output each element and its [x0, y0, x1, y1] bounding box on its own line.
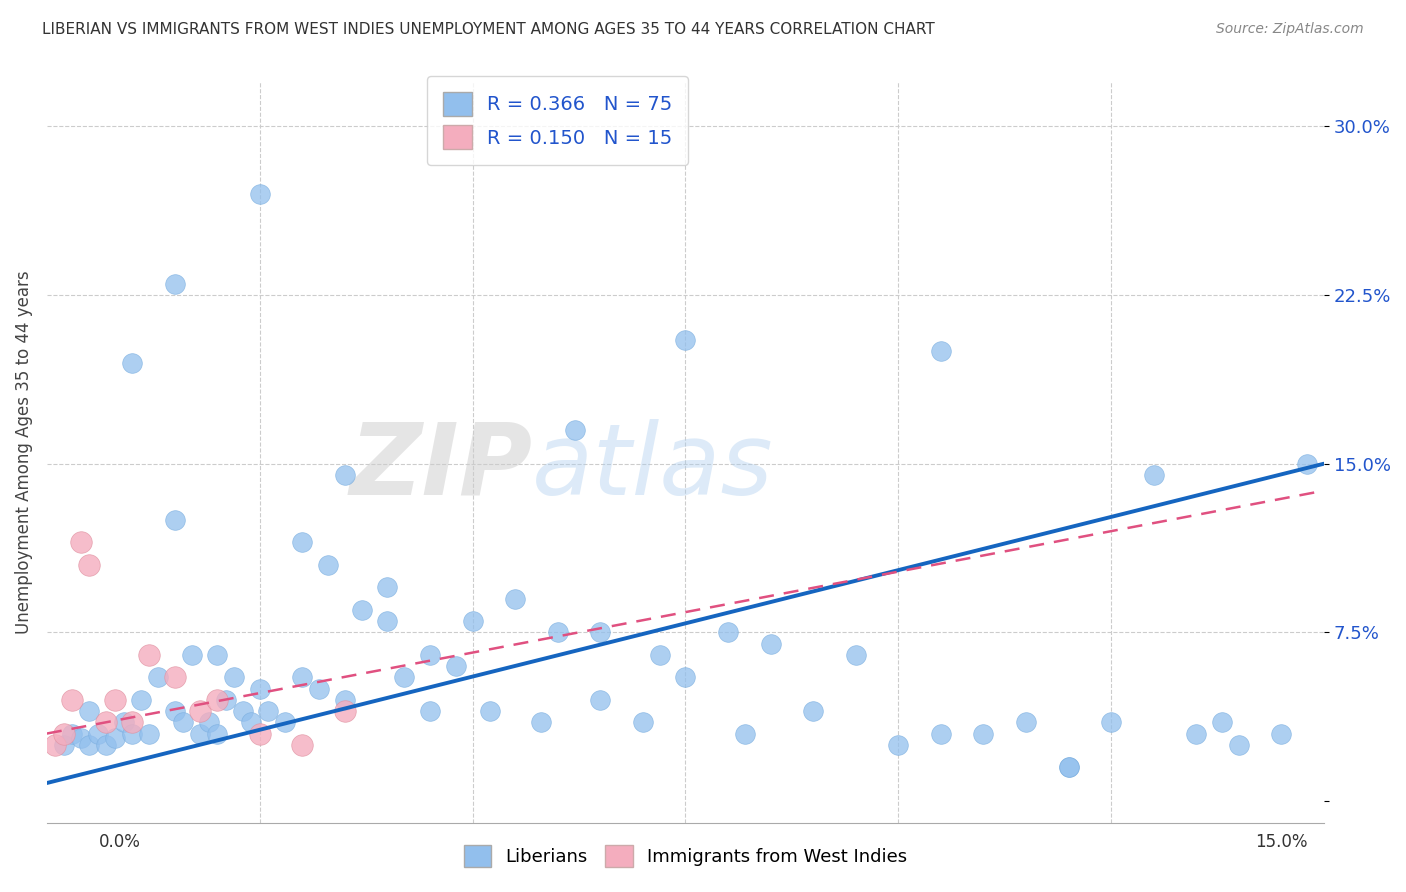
Point [96, 738, 118, 752]
Point [734, 726, 756, 740]
Point [564, 423, 586, 437]
Y-axis label: Unemployment Among Ages 35 to 44 years: Unemployment Among Ages 35 to 44 years [15, 270, 32, 634]
Point [121, 715, 143, 730]
Point [461, 614, 484, 628]
Point [205, 693, 228, 707]
Point [1185, 726, 1208, 740]
Point [444, 659, 467, 673]
Point [801, 704, 824, 718]
Point [215, 693, 238, 707]
Text: Source: ZipAtlas.com: Source: ZipAtlas.com [1216, 22, 1364, 37]
Point [79, 704, 101, 718]
Point [62, 693, 84, 707]
Point [188, 704, 211, 718]
Point [929, 726, 952, 740]
Point [197, 715, 219, 730]
Point [180, 648, 202, 662]
Point [163, 513, 186, 527]
Point [972, 726, 994, 740]
Point [1057, 760, 1080, 774]
Point [547, 625, 569, 640]
Point [377, 614, 399, 628]
Point [333, 467, 356, 482]
Point [70, 731, 93, 745]
Point [929, 344, 952, 359]
Point [163, 277, 186, 291]
Point [257, 704, 280, 718]
Point [308, 681, 330, 696]
Point [1057, 760, 1080, 774]
Point [1270, 726, 1292, 740]
Point [419, 648, 441, 662]
Point [419, 704, 441, 718]
Point [1227, 738, 1250, 752]
Point [121, 726, 143, 740]
Point [589, 625, 612, 640]
Point [104, 731, 127, 745]
Point [350, 603, 373, 617]
Point [112, 715, 135, 730]
Point [274, 715, 297, 730]
Point [249, 186, 271, 201]
Point [249, 726, 271, 740]
Point [1099, 715, 1122, 730]
Text: atlas: atlas [531, 419, 773, 516]
Point [316, 558, 339, 572]
Point [887, 738, 910, 752]
Point [377, 580, 399, 594]
Point [631, 715, 654, 730]
Point [333, 704, 356, 718]
Text: ZIP: ZIP [349, 419, 531, 516]
Point [232, 704, 254, 718]
Point [62, 726, 84, 740]
Point [648, 648, 671, 662]
Point [96, 715, 118, 730]
Text: 0.0%: 0.0% [98, 833, 141, 851]
Point [759, 637, 782, 651]
Point [333, 693, 356, 707]
Point [291, 535, 314, 549]
Point [1295, 457, 1317, 471]
Text: 15.0%: 15.0% [1256, 833, 1308, 851]
Point [249, 681, 271, 696]
Point [52, 738, 75, 752]
Point [240, 715, 263, 730]
Legend: R = 0.366   N = 75, R = 0.150   N = 15: R = 0.366 N = 75, R = 0.150 N = 15 [427, 77, 688, 165]
Text: LIBERIAN VS IMMIGRANTS FROM WEST INDIES UNEMPLOYMENT AMONG AGES 35 TO 44 YEARS C: LIBERIAN VS IMMIGRANTS FROM WEST INDIES … [42, 22, 935, 37]
Point [79, 558, 101, 572]
Point [503, 591, 526, 606]
Point [205, 726, 228, 740]
Point [146, 670, 169, 684]
Point [104, 693, 127, 707]
Point [1211, 715, 1233, 730]
Point [87, 726, 110, 740]
Point [52, 726, 75, 740]
Point [845, 648, 868, 662]
Point [394, 670, 416, 684]
Point [673, 333, 696, 347]
Point [121, 355, 143, 369]
Point [44, 738, 66, 752]
Point [138, 648, 160, 662]
Point [291, 670, 314, 684]
Point [172, 715, 194, 730]
Point [188, 726, 211, 740]
Point [589, 693, 612, 707]
Point [163, 670, 186, 684]
Point [530, 715, 553, 730]
Point [673, 670, 696, 684]
Point [205, 648, 228, 662]
Point [224, 670, 246, 684]
Point [79, 738, 101, 752]
Point [1143, 467, 1166, 482]
Point [138, 726, 160, 740]
Point [1015, 715, 1038, 730]
Point [70, 535, 93, 549]
Point [717, 625, 740, 640]
Point [129, 693, 152, 707]
Point [163, 704, 186, 718]
Point [291, 738, 314, 752]
Point [478, 704, 501, 718]
